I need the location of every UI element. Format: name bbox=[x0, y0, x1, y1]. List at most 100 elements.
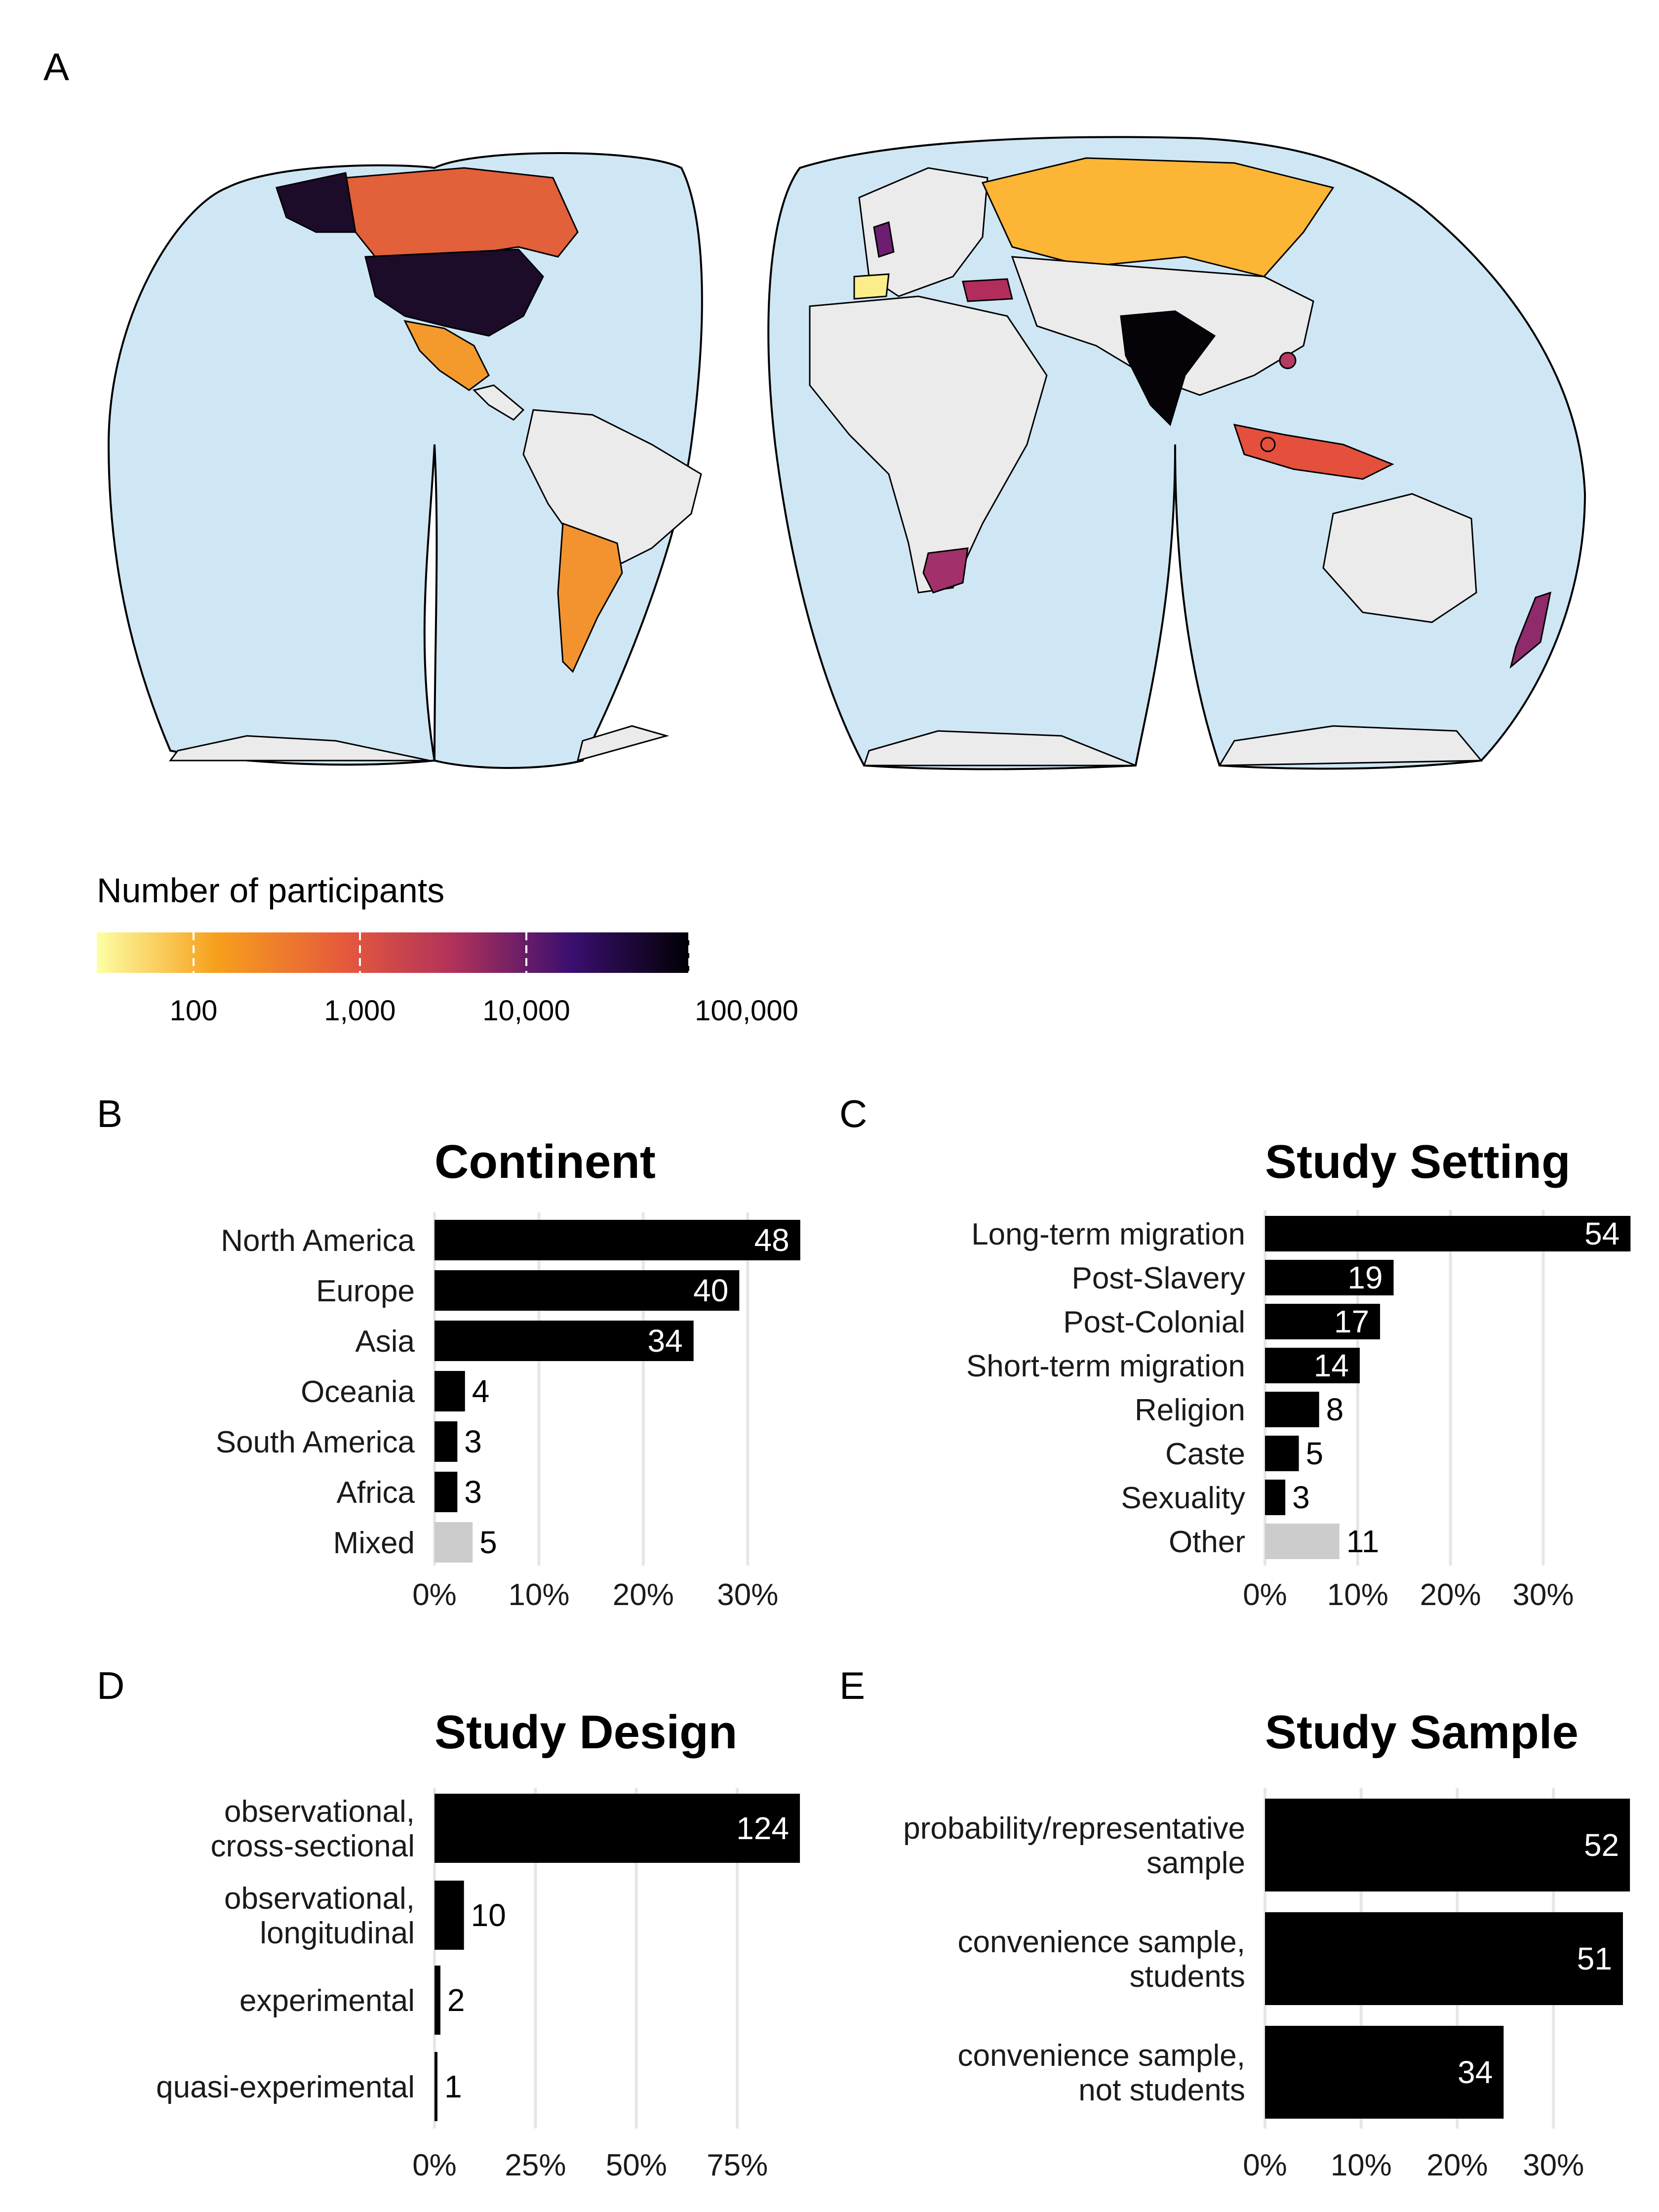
bar bbox=[434, 1472, 458, 1512]
category-label: not students bbox=[1078, 2073, 1245, 2107]
category-label: convenience sample, bbox=[958, 1925, 1245, 1959]
panel-a: A bbox=[43, 45, 1586, 1027]
bar bbox=[1265, 1480, 1286, 1515]
data-label: 48 bbox=[754, 1222, 790, 1258]
bar bbox=[1265, 1304, 1381, 1339]
data-label: 17 bbox=[1334, 1304, 1369, 1339]
bar bbox=[434, 1881, 464, 1950]
category-label: observational, bbox=[224, 1795, 415, 1829]
category-label: Short-term migration bbox=[966, 1349, 1245, 1383]
land-africa bbox=[809, 295, 1048, 594]
bar bbox=[434, 1522, 473, 1563]
bar bbox=[434, 1270, 740, 1311]
data-label: 5 bbox=[479, 1525, 497, 1560]
data-label: 3 bbox=[464, 1474, 482, 1510]
bar bbox=[1265, 1436, 1299, 1471]
panel-letter-c: C bbox=[839, 1092, 867, 1135]
category-label: Caste bbox=[1165, 1437, 1245, 1471]
chart-title: Study Design bbox=[434, 1706, 737, 1759]
land-australia bbox=[1322, 493, 1477, 623]
land-antarctica-west bbox=[169, 725, 670, 762]
data-label: 3 bbox=[464, 1424, 482, 1459]
country-south-africa bbox=[922, 547, 969, 594]
data-label: 10 bbox=[471, 1897, 506, 1933]
data-label: 1 bbox=[444, 2069, 462, 2104]
chart-study-sample: 0% 10% 20% 30% Study Sample probability/repre… bbox=[903, 1706, 1630, 2182]
x-tick-label: 75% bbox=[707, 2148, 768, 2182]
data-label: 124 bbox=[736, 1810, 789, 1846]
land-central-america bbox=[473, 384, 525, 421]
chart-title: Study Setting bbox=[1265, 1135, 1571, 1188]
country-uk bbox=[873, 221, 895, 258]
x-tick-label: 10% bbox=[1331, 2148, 1392, 2182]
panel-letter-e: E bbox=[839, 1664, 865, 1707]
category-label: Mixed bbox=[333, 1526, 415, 1560]
category-label: longitudinal bbox=[260, 1916, 415, 1950]
data-label: 8 bbox=[1326, 1392, 1344, 1427]
data-label: 54 bbox=[1584, 1216, 1620, 1251]
legend-tick-label: 1,000 bbox=[324, 995, 395, 1027]
x-tick-label: 30% bbox=[717, 1578, 778, 1612]
category-label: sample bbox=[1146, 1846, 1245, 1880]
country-usa bbox=[364, 248, 544, 337]
bar bbox=[434, 2052, 437, 2121]
category-label: Africa bbox=[337, 1476, 415, 1510]
x-tick-label: 0% bbox=[1243, 2148, 1287, 2182]
country-new-zealand bbox=[1509, 591, 1551, 669]
x-tick-label: 10% bbox=[508, 1578, 569, 1612]
bar bbox=[434, 1966, 440, 2035]
country-spain bbox=[853, 273, 890, 300]
category-label: Post-Slavery bbox=[1072, 1261, 1245, 1295]
data-label: 34 bbox=[648, 1323, 683, 1359]
x-tick-label: 0% bbox=[1243, 1578, 1287, 1612]
category-label: cross-sectional bbox=[211, 1829, 415, 1863]
chart-continent: 0% 10% 20% 30% Continent North America 48 Europ… bbox=[216, 1135, 800, 1612]
data-label: 5 bbox=[1306, 1436, 1324, 1471]
data-label: 40 bbox=[693, 1273, 728, 1308]
data-label: 11 bbox=[1346, 1524, 1379, 1559]
country-canada bbox=[345, 167, 579, 258]
category-label: Long-term migration bbox=[971, 1217, 1245, 1251]
ocean-west-lobe bbox=[107, 152, 703, 769]
x-tick-label: 25% bbox=[505, 2148, 566, 2182]
country-argentina bbox=[557, 522, 623, 673]
category-label: convenience sample, bbox=[958, 2039, 1245, 2073]
panel-letter-a: A bbox=[43, 45, 69, 88]
country-india bbox=[1120, 310, 1216, 426]
bar bbox=[1265, 1524, 1340, 1559]
marker-hong-kong bbox=[1279, 352, 1297, 369]
legend-tick-label: 10,000 bbox=[482, 995, 570, 1027]
category-label: Post-Colonial bbox=[1063, 1305, 1245, 1339]
marker-singapore bbox=[1260, 437, 1276, 452]
category-label: Religion bbox=[1135, 1393, 1245, 1427]
map-legend: Number of participants 100 1,000 10,000 … bbox=[97, 871, 798, 1027]
bar bbox=[434, 1321, 694, 1361]
x-tick-label: 20% bbox=[1420, 1578, 1481, 1612]
bar bbox=[1265, 1260, 1394, 1295]
bar bbox=[434, 1421, 458, 1462]
bar bbox=[434, 1220, 800, 1260]
category-label: quasi-experimental bbox=[156, 2070, 415, 2104]
bar bbox=[1265, 1216, 1631, 1251]
data-label: 51 bbox=[1577, 1941, 1612, 1976]
data-label: 34 bbox=[1458, 2054, 1493, 2090]
legend-title: Number of participants bbox=[97, 871, 444, 910]
legend-tick-label: 100,000 bbox=[695, 995, 798, 1027]
country-turkey bbox=[962, 278, 1013, 302]
category-label: Sexuality bbox=[1121, 1481, 1245, 1515]
country-mexico bbox=[403, 320, 490, 391]
category-label: experimental bbox=[239, 1984, 415, 2018]
legend-tick-label: 100 bbox=[170, 995, 218, 1027]
data-label: 52 bbox=[1584, 1827, 1619, 1863]
chart-study-setting: 0% 10% 20% 30% Study Setting Long-term migrat… bbox=[966, 1135, 1631, 1612]
x-tick-label: 0% bbox=[412, 2148, 457, 2182]
bar bbox=[1265, 1392, 1319, 1427]
country-indonesia bbox=[1233, 424, 1394, 480]
bar bbox=[1265, 1799, 1630, 1891]
data-label: 3 bbox=[1292, 1480, 1310, 1515]
data-label: 14 bbox=[1314, 1348, 1349, 1383]
category-label: Asia bbox=[355, 1325, 415, 1359]
bar bbox=[434, 1371, 465, 1411]
country-russia bbox=[981, 157, 1335, 278]
category-label: students bbox=[1130, 1960, 1245, 1994]
